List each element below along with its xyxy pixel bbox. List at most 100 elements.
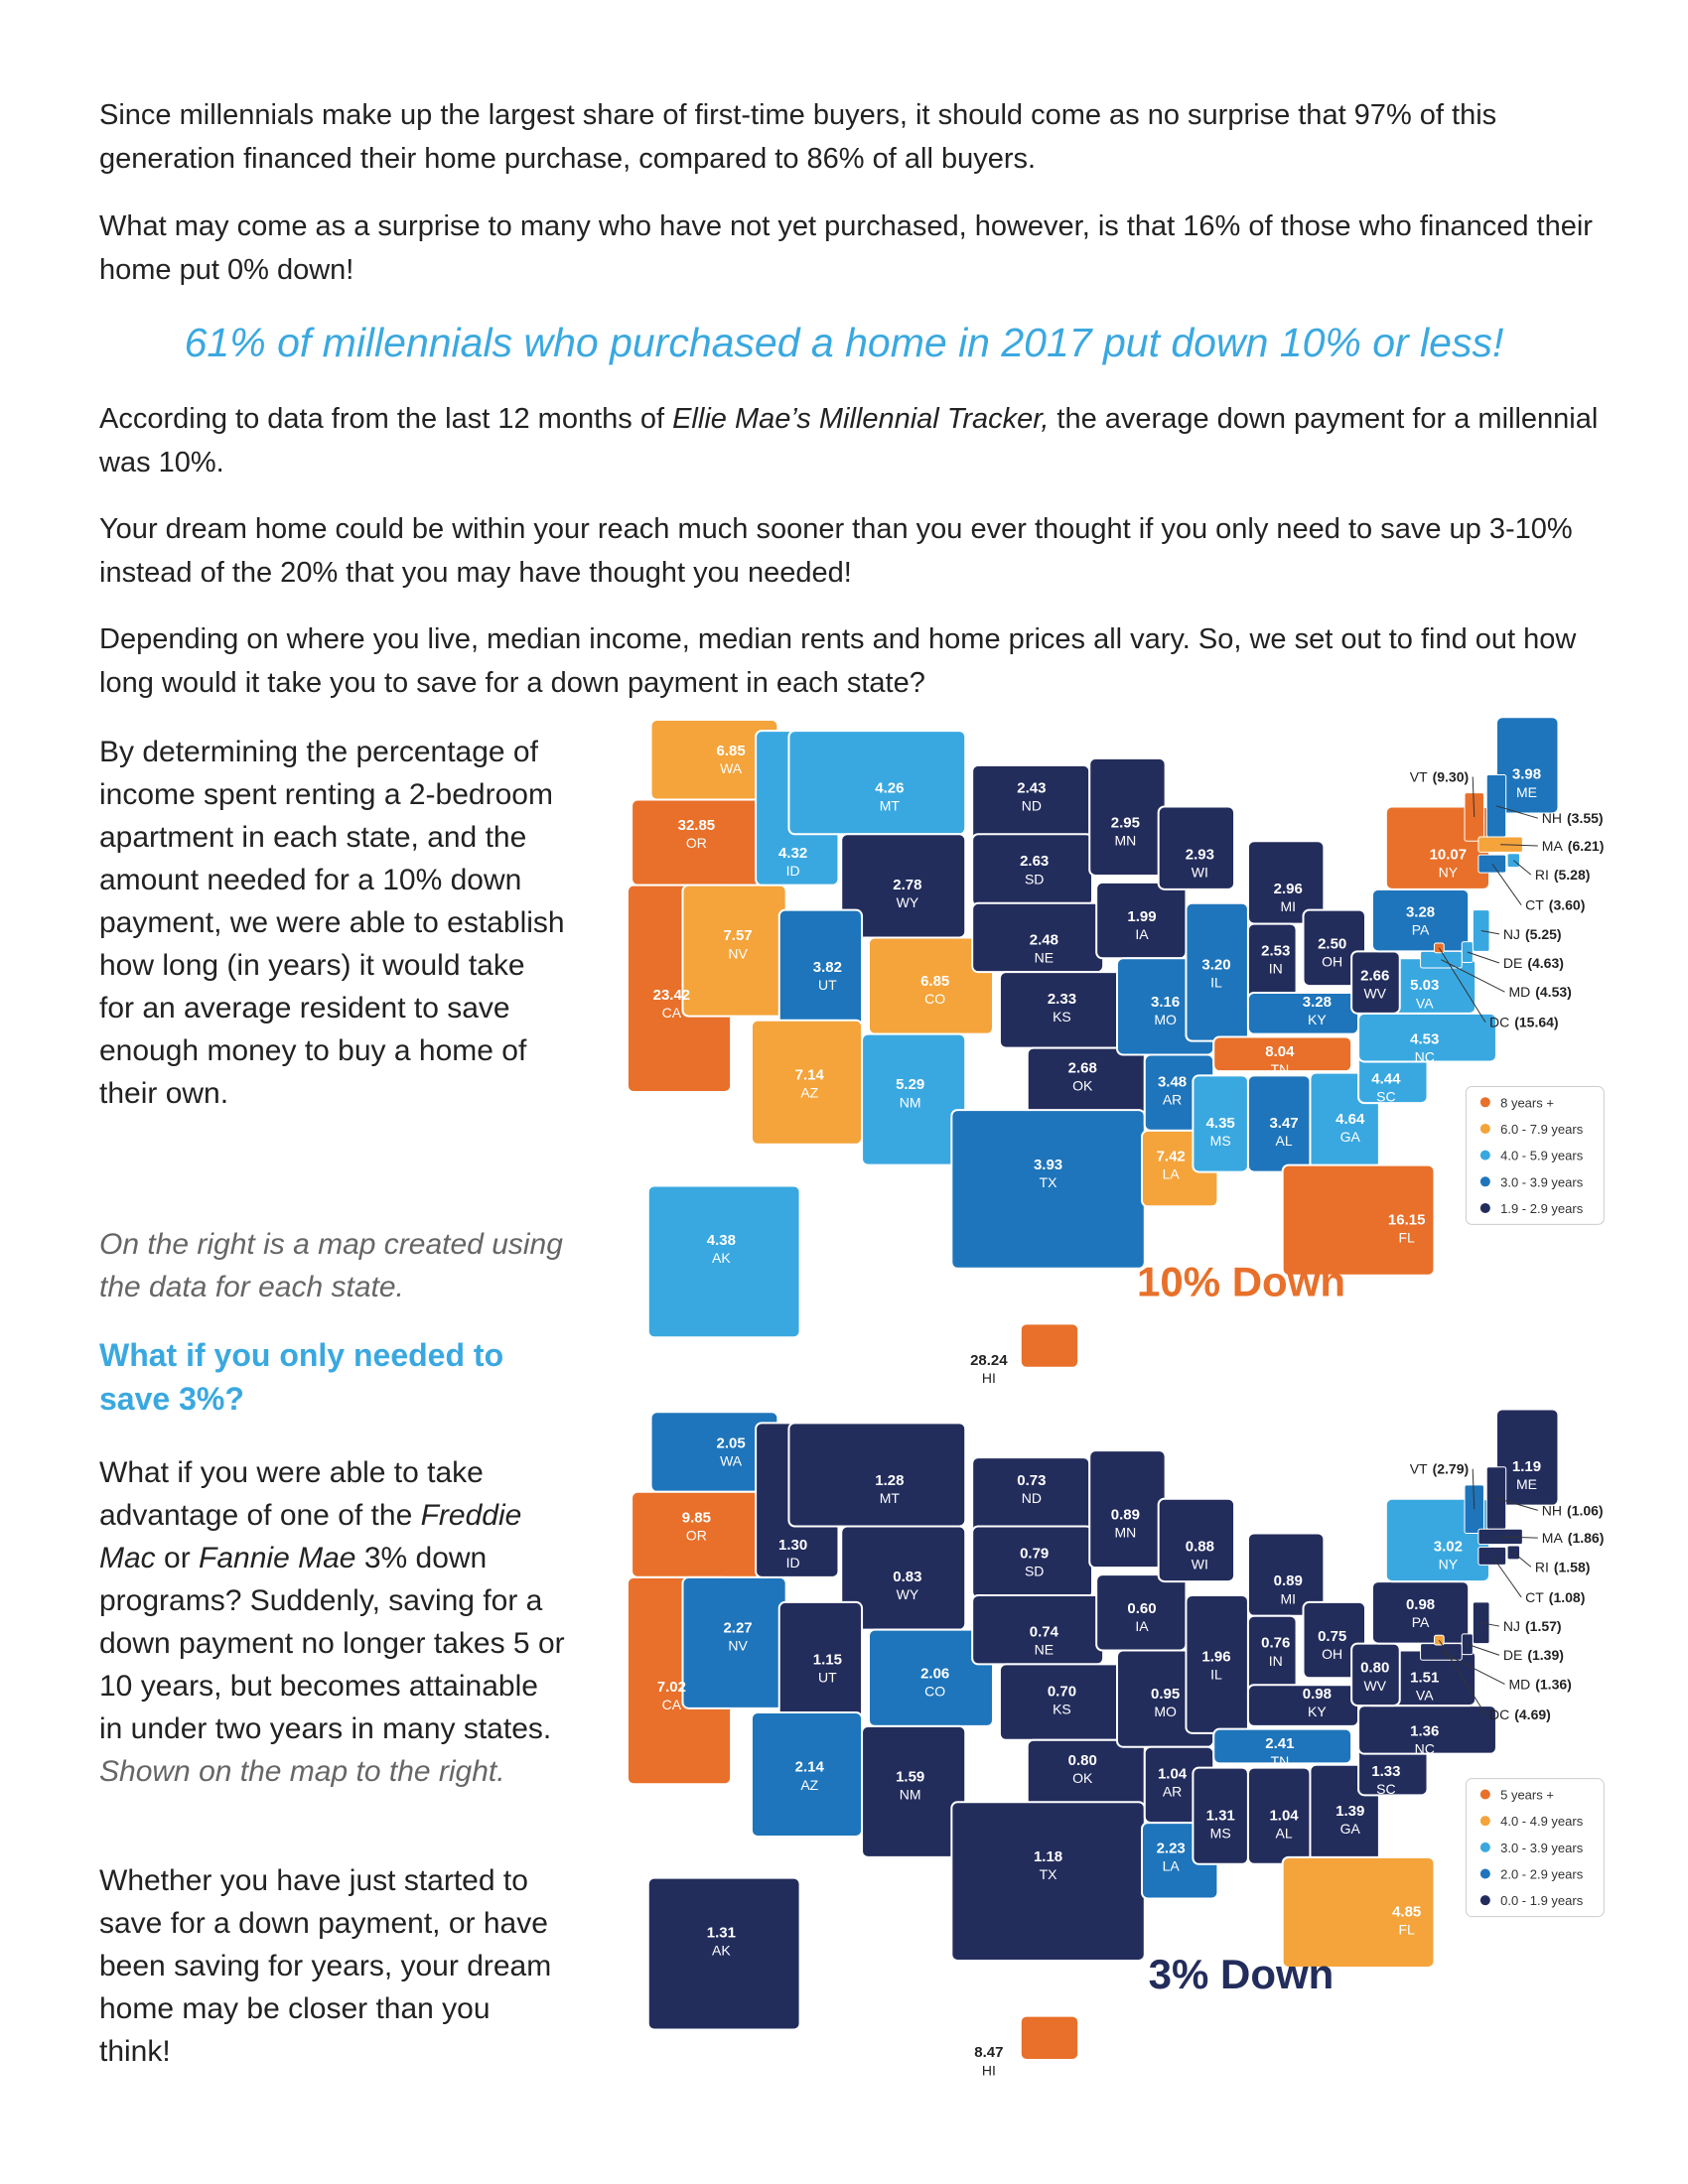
state-code: ME	[1516, 1476, 1537, 1492]
legend-label: 3.0 - 3.9 years	[1500, 1174, 1584, 1189]
leader-line	[1441, 959, 1505, 993]
state-value: 1.99	[1127, 908, 1156, 925]
callout-label: NJ (1.57)	[1503, 1618, 1562, 1634]
state-code: AK	[712, 1250, 731, 1266]
state-value: (4.63)	[1527, 955, 1564, 971]
state-value: 1.18	[1034, 1848, 1062, 1865]
state-code: DE	[1503, 1647, 1522, 1663]
state-value: 0.79	[1020, 1545, 1049, 1562]
state-value: 28.24	[970, 1352, 1008, 1369]
state-value: 0.98	[1303, 1686, 1332, 1703]
state-code: MN	[1114, 832, 1136, 848]
leader-line	[1480, 1622, 1499, 1627]
state-value: 1.33	[1371, 1763, 1400, 1780]
callout-label: VT (2.79)	[1410, 1461, 1469, 1477]
state-value: 5.03	[1410, 977, 1439, 994]
state-shape	[1477, 1528, 1523, 1546]
text: According to data from the last 12 month…	[99, 403, 673, 435]
state-value: 6.85	[920, 973, 949, 990]
state-value: (2.79)	[1433, 1461, 1470, 1477]
callout-label: MD (1.36)	[1508, 1676, 1571, 1692]
text: Shown on the map to the right.	[99, 1755, 505, 1788]
state-code: MD	[1508, 1676, 1530, 1692]
state-value: (4.69)	[1514, 1706, 1551, 1722]
us-map: 6.85WA32.85OR23.42CA7.57NV4.32ID4.26MT2.…	[626, 716, 1605, 1386]
state-code: ND	[1022, 1490, 1042, 1506]
state-value: 7.57	[723, 927, 752, 944]
state-code: WI	[1192, 864, 1208, 880]
state-value: 9.85	[682, 1509, 711, 1526]
state-value: 2.48	[1030, 931, 1058, 948]
state-code: OK	[1072, 1078, 1093, 1094]
state-code: KY	[1308, 1704, 1327, 1719]
state-code: FL	[1399, 1922, 1416, 1938]
state-value: 0.89	[1274, 1572, 1303, 1589]
state-code: IN	[1269, 961, 1283, 977]
legend-label: 0.0 - 1.9 years	[1500, 1893, 1584, 1908]
state-code: CT	[1525, 1589, 1544, 1605]
map-title: 3% Down	[1149, 1951, 1335, 1997]
state-code: NC	[1415, 1741, 1435, 1757]
state-code: UT	[818, 977, 837, 993]
state-code: OH	[1322, 1646, 1342, 1662]
state-code: UT	[818, 1669, 837, 1685]
state-value: 0.98	[1406, 1596, 1435, 1613]
state-shape	[1477, 854, 1507, 874]
leader-line	[1472, 1468, 1476, 1510]
text: Ellie Mae’s Millennial Tracker,	[672, 403, 1050, 435]
state-code: OR	[686, 1527, 707, 1543]
state-value: 5.29	[896, 1076, 924, 1093]
state-value: 0.89	[1111, 1507, 1140, 1524]
state-shape	[1464, 1484, 1484, 1534]
state-code: CO	[924, 991, 945, 1007]
state-code: SD	[1025, 871, 1044, 887]
state-code: NV	[728, 945, 748, 961]
legend: 8 years + 6.0 - 7.9 years 4.0 - 5.9 years 3…	[1465, 1085, 1605, 1225]
state-value: 3.02	[1434, 1539, 1463, 1556]
leader-line	[1512, 1552, 1532, 1568]
state-code: WY	[897, 1586, 919, 1602]
state-code: GA	[1340, 1129, 1361, 1145]
state-code: VA	[1416, 995, 1434, 1011]
state-value: 2.50	[1318, 936, 1346, 953]
state-value: 0.80	[1360, 1660, 1389, 1677]
state-value: 2.78	[893, 877, 921, 893]
paragraph: Whether you have just started to save fo…	[99, 1864, 552, 2068]
legend: 5 years + 4.0 - 4.9 years 3.0 - 3.9 years 2…	[1465, 1778, 1605, 1918]
state-value: 0.80	[1068, 1752, 1097, 1769]
map-title: 10% Down	[1137, 1259, 1345, 1305]
state-value: (1.08)	[1549, 1589, 1586, 1605]
state-code: MA	[1542, 1530, 1564, 1546]
legend-label: 5 years +	[1500, 1788, 1554, 1803]
state-value: 2.96	[1274, 881, 1303, 897]
state-code: LA	[1163, 1858, 1181, 1874]
state-value: 0.74	[1030, 1624, 1059, 1641]
state-code: NJ	[1503, 926, 1520, 942]
state-code: MD	[1508, 984, 1530, 1000]
paragraph: Since millennials make up the largest sh…	[99, 99, 1497, 175]
callout-label: CT (3.60)	[1525, 897, 1585, 913]
paragraph: Your dream home could be within your rea…	[99, 513, 1573, 589]
callout-label: NJ (5.25)	[1503, 926, 1562, 942]
legend-box	[1465, 1778, 1605, 1918]
state-value: 2.68	[1068, 1060, 1097, 1077]
legend-swatch	[1479, 1150, 1490, 1160]
callout-label: NH (3.55)	[1542, 810, 1604, 826]
state-value: 1.31	[707, 1924, 736, 1941]
state-code: PA	[1412, 1614, 1430, 1630]
state-code: VT	[1410, 769, 1428, 785]
state-code: DC	[1489, 1706, 1509, 1722]
state-value: (1.58)	[1554, 1559, 1591, 1574]
callout-label: NH (1.06)	[1542, 1502, 1604, 1518]
state-value: 2.63	[1020, 853, 1049, 870]
callout-label: VT (9.30)	[1410, 769, 1469, 785]
state-code: TN	[1271, 1061, 1290, 1077]
state-value: (1.39)	[1527, 1647, 1564, 1663]
state-code: MT	[880, 798, 901, 814]
state-code: KY	[1308, 1012, 1327, 1027]
leader-line	[1495, 805, 1538, 819]
legend-label: 8 years +	[1500, 1095, 1554, 1110]
state-shape	[1302, 1600, 1367, 1680]
state-value: (6.21)	[1568, 838, 1605, 854]
